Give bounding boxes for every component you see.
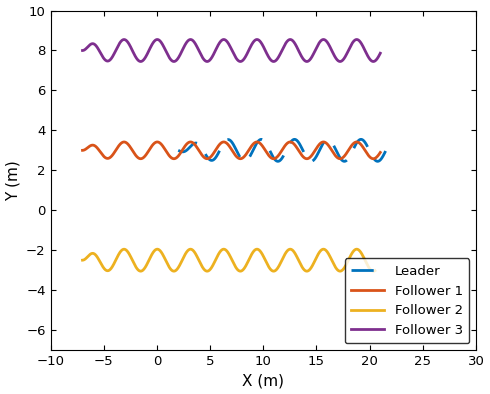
Follower 3 [217,41,222,45]
X-axis label: X (m): X (m) [242,374,284,388]
Legend: Leader, Follower 1, Follower 2, Follower 3: Leader, Follower 1, Follower 2, Follower… [344,258,469,344]
Follower 1 [217,142,222,147]
Follower 3 [337,59,343,64]
Follower 1 [369,156,375,161]
Follower 1 [79,148,85,153]
Follower 2 [364,261,369,266]
Follower 3 [369,59,375,63]
Leader [270,155,276,160]
Leader [276,159,282,164]
Follower 2 [372,268,378,273]
Leader [383,149,389,153]
Follower 2 [214,255,220,259]
Follower 3 [79,48,85,53]
Follower 2 [95,255,100,260]
Follower 2 [364,262,370,266]
Follower 2 [222,247,228,252]
Follower 1 [224,141,230,146]
Follower 1 [369,156,375,161]
Line: Leader: Leader [178,139,386,161]
Leader [358,137,364,142]
Leader [175,148,181,153]
Follower 2 [238,269,244,273]
Follower 2 [354,247,360,251]
Follower 1 [314,145,320,150]
Leader [375,159,381,164]
Line: Follower 2: Follower 2 [82,249,375,271]
Line: Follower 1: Follower 1 [82,142,380,159]
Leader [339,157,344,162]
Leader [186,146,192,151]
Leader [377,158,383,163]
Follower 1 [377,150,383,155]
Follower 1 [188,139,194,144]
Follower 1 [95,146,100,151]
Follower 3 [95,46,100,50]
Follower 1 [337,156,343,161]
Follower 3 [188,37,194,42]
Follower 3 [314,44,320,49]
Follower 3 [377,51,383,56]
Follower 2 [310,262,316,267]
Line: Follower 3: Follower 3 [82,39,380,61]
Follower 3 [224,40,230,45]
Follower 2 [79,258,85,262]
Leader [377,158,383,163]
Y-axis label: Y (m): Y (m) [5,160,21,201]
Follower 3 [369,59,375,63]
